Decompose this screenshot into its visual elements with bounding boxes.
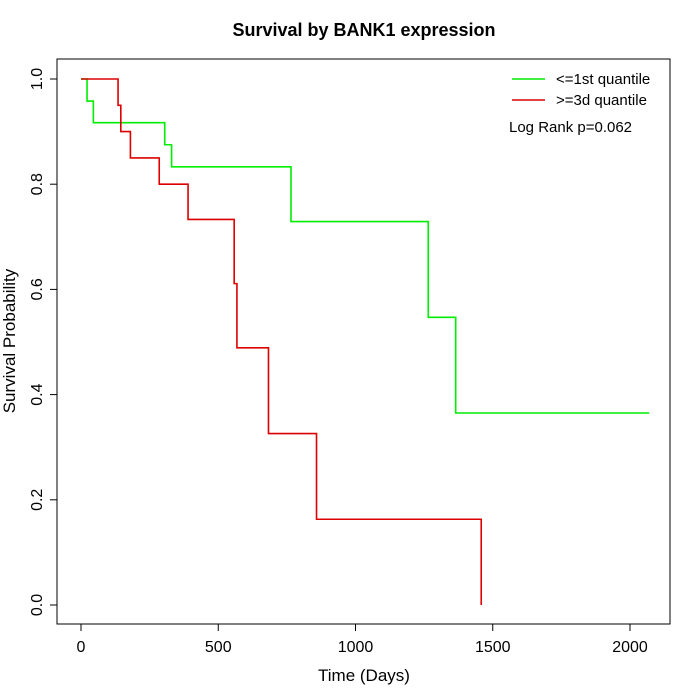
- x-tick-label: 1000: [338, 639, 374, 656]
- log-rank-annotation: Log Rank p=0.062: [509, 119, 632, 136]
- y-tick-label: 0.2: [29, 489, 46, 511]
- y-tick-label: 0.8: [29, 173, 46, 195]
- y-tick-label: 0.0: [29, 594, 46, 616]
- legend-label-high: >=3d quantile: [556, 92, 647, 109]
- plot-frame: [56, 58, 671, 625]
- y-tick-label: 0.6: [29, 278, 46, 300]
- y-tick-label: 1.0: [29, 68, 46, 90]
- x-tick-label: 2000: [612, 639, 648, 656]
- x-tick-label: 500: [205, 639, 232, 656]
- legend-label-low: <=1st quantile: [556, 71, 650, 88]
- x-axis-label: Time (Days): [318, 666, 410, 685]
- series-line-low: [81, 78, 650, 414]
- series-group: [81, 78, 650, 605]
- y-tick-label: 0.4: [29, 383, 46, 405]
- x-tick-label: 0: [77, 639, 86, 656]
- chart-title: Survival by BANK1 expression: [232, 20, 495, 40]
- x-axis: 0 500 1000 1500 2000: [77, 623, 648, 656]
- legend: <=1st quantile >=3d quantile Log Rank p=…: [509, 71, 650, 136]
- y-axis: 0.0 0.2 0.4 0.6 0.8 1.0: [29, 68, 58, 616]
- x-tick-label: 1500: [475, 639, 511, 656]
- y-axis-label: Survival Probability: [0, 268, 19, 413]
- series-line-high: [81, 78, 483, 605]
